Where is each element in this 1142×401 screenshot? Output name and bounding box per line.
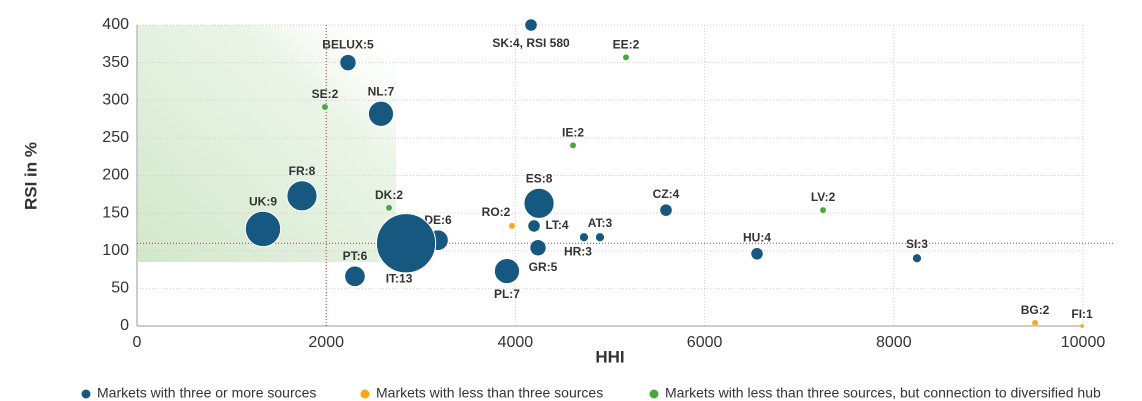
bubble	[385, 204, 393, 212]
bubble	[244, 210, 282, 248]
y-tick-label: 250	[102, 129, 129, 146]
bubble	[594, 232, 606, 243]
bubble	[339, 53, 357, 72]
bubble	[569, 141, 577, 149]
bubble-label: UK:9	[249, 194, 277, 208]
x-tick-label: 6000	[687, 334, 723, 351]
bubble-label: LV:2	[811, 190, 836, 204]
bubble-label: DE:6	[424, 213, 452, 227]
y-tick-label: 300	[102, 91, 129, 108]
y-tick-label: 200	[102, 167, 129, 184]
bubble-label: DK:2	[375, 188, 403, 202]
bubble	[527, 219, 541, 233]
bubble-label: SI:3	[906, 237, 928, 251]
bubble-label: BELUX:5	[322, 38, 374, 52]
y-tick-label: 0	[120, 317, 129, 334]
bubble-label: IT:13	[386, 271, 413, 285]
y-tick-label: 50	[111, 280, 129, 297]
bubble-label: NL:7	[368, 84, 395, 98]
bubble	[1031, 319, 1039, 327]
legend-marker	[81, 389, 91, 399]
y-tick-label: 150	[102, 204, 129, 221]
bubble	[508, 222, 516, 230]
bubble	[321, 103, 329, 111]
legend-marker	[649, 389, 659, 399]
bubble-label: AT:3	[588, 216, 613, 230]
bubble	[493, 257, 521, 285]
legend-label: Markets with less than three sources	[376, 385, 603, 401]
bubble	[911, 253, 923, 264]
y-tick-label: 400	[102, 16, 129, 33]
bubble	[524, 18, 538, 32]
x-tick-label: 10000	[1061, 334, 1106, 351]
bubble	[523, 187, 555, 219]
legend-label: Markets with less than three sources, bu…	[665, 385, 1101, 401]
bubble-label: LT:4	[545, 218, 568, 232]
bubble-label: RO:2	[482, 205, 511, 219]
bubble-label: IE:2	[562, 125, 584, 139]
bubble	[659, 203, 673, 217]
bubble	[344, 265, 366, 288]
bubble-label: HR:3	[564, 244, 592, 258]
legend-marker	[360, 389, 370, 399]
bubble-label: HU:4	[743, 231, 771, 245]
legend-label: Markets with three or more sources	[97, 385, 316, 401]
bubble-label: GR:5	[529, 260, 558, 274]
y-tick-label: 100	[102, 242, 129, 259]
x-tick-label: 2000	[308, 334, 344, 351]
bubble	[367, 100, 395, 127]
bubble	[819, 206, 827, 214]
bubble	[375, 213, 437, 274]
x-axis-title: HHI	[595, 347, 624, 366]
bubble	[622, 53, 630, 61]
bubble-label: PL:7	[494, 287, 520, 301]
bubble-label: FI:1	[1071, 307, 1093, 321]
bubble-label: EE:2	[613, 37, 640, 51]
bubble-label: ES:8	[526, 171, 553, 185]
bubble	[1079, 323, 1085, 329]
y-tick-label: 350	[102, 54, 129, 71]
bubble-label: SE:2	[312, 87, 339, 101]
bubble	[529, 239, 547, 257]
bubble	[286, 180, 318, 212]
bubble	[578, 232, 590, 243]
bubble-label: SK:4, RSI 580	[492, 36, 570, 50]
bubble-label: PT:6	[343, 249, 368, 263]
y-axis-title: RSI in %	[21, 142, 40, 210]
x-tick-label: 0	[133, 334, 142, 351]
x-tick-label: 4000	[498, 334, 534, 351]
bubble-label: CZ:4	[653, 187, 680, 201]
bubble	[750, 246, 764, 261]
x-tick-label: 8000	[876, 334, 912, 351]
bubble-label: FR:8	[289, 164, 316, 178]
bubble-label: BG:2	[1021, 303, 1050, 317]
